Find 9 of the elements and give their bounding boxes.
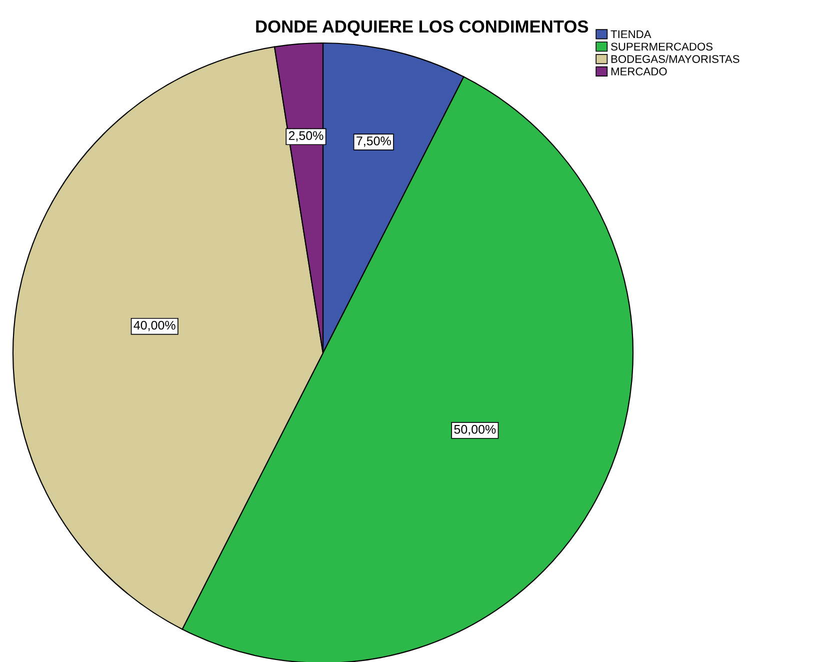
legend-label: TIENDA	[610, 30, 652, 38]
chart-title: DONDE ADQUIERE LOS CONDIMENTOS	[256, 20, 588, 36]
data-label: 40,00%	[134, 320, 176, 332]
data-label: 7,50%	[356, 136, 391, 147]
legend-label: BODEGAS/MAYORISTAS	[611, 54, 740, 63]
data-label: 2,50%	[288, 131, 324, 142]
legend-label: MERCADO	[611, 68, 667, 76]
legend-label: SUPERMERCADOS	[611, 42, 712, 51]
data-label: 50,00%	[454, 424, 496, 436]
